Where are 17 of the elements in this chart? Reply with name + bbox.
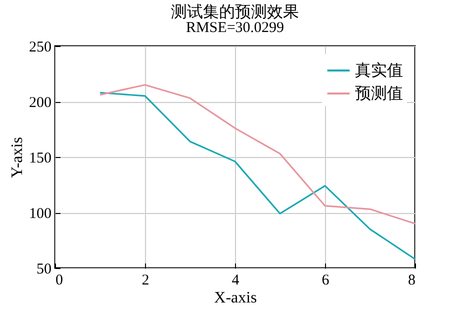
- legend-label: 真实值: [355, 62, 403, 80]
- y-tick-label: 100: [29, 206, 52, 222]
- y-tick-label: 200: [29, 95, 52, 111]
- x-tick-label: 8: [408, 272, 416, 288]
- x-tick-label: 2: [142, 272, 150, 288]
- line-series: [99, 84, 416, 224]
- chart-title: 测试集的预测效果: [171, 3, 299, 21]
- y-tick-label: 50: [36, 262, 52, 278]
- x-axis-title: X-axis: [214, 290, 257, 306]
- x-tick-label: 6: [322, 272, 330, 288]
- x-tick-label: 4: [232, 272, 240, 288]
- chart-subtitle: RMSE=30.0299: [186, 20, 284, 36]
- y-tick-label: 150: [29, 150, 52, 166]
- legend-label: 预测值: [355, 86, 403, 102]
- y-axis-title: Y-axis: [9, 137, 26, 178]
- x-tick-label: 0: [56, 272, 63, 288]
- y-tick-label: 250: [29, 40, 52, 56]
